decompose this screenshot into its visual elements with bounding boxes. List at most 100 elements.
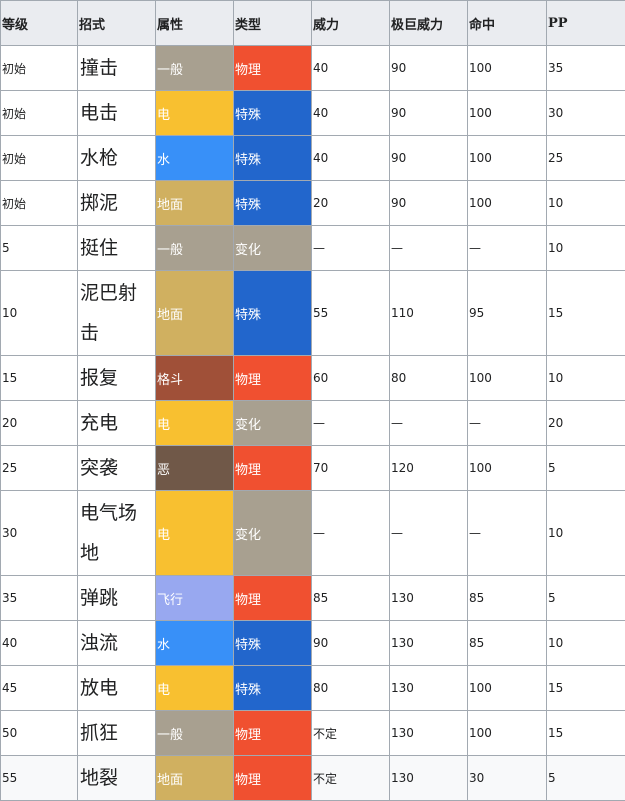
move-name-cell[interactable]: 掷泥 [77,180,156,226]
level-cell: 50 [0,710,78,756]
type-cell: 水 [155,620,234,666]
power-cell: 90 [311,620,390,666]
accuracy-cell: 100 [467,45,547,91]
power-cell: 70 [311,445,390,491]
accuracy-cell: 100 [467,180,547,226]
level-cell: 5 [0,225,78,271]
move-name-cell[interactable]: 充电 [77,400,156,446]
power-cell: 40 [311,135,390,181]
pp-cell: 15 [546,665,625,711]
pp-cell: 5 [546,445,625,491]
level-cell: 10 [0,270,78,356]
power-cell: 55 [311,270,390,356]
type-cell: 地面 [155,180,234,226]
accuracy-cell: 100 [467,90,547,136]
power-cell: 60 [311,355,390,401]
type-cell: 一般 [155,45,234,91]
accuracy-cell: 95 [467,270,547,356]
level-cell: 55 [0,755,78,801]
header-move: 招式 [77,0,156,46]
accuracy-cell: — [467,490,547,576]
move-name-cell[interactable]: 泥巴射击 [77,270,156,356]
accuracy-cell: 100 [467,135,547,181]
power-cell: 85 [311,575,390,621]
move-name-cell[interactable]: 放电 [77,665,156,711]
category-cell: 特殊 [233,180,312,226]
max-power-cell: 130 [389,620,468,666]
pp-cell: 35 [546,45,625,91]
max-power-cell: 130 [389,710,468,756]
category-cell: 物理 [233,755,312,801]
header-max-power: 极巨威力 [389,0,468,46]
header-power: 威力 [311,0,390,46]
table-row: 50 抓狂 一般 物理 不定 130 100 15 [0,710,625,756]
pp-cell: 25 [546,135,625,181]
pp-cell: 15 [546,270,625,356]
power-cell: — [311,225,390,271]
power-cell: 80 [311,665,390,711]
power-cell: — [311,490,390,576]
category-cell: 特殊 [233,90,312,136]
level-cell: 35 [0,575,78,621]
table-row: 45 放电电特殊 80 130 100 15 [0,665,625,711]
table-row: 初始 电击电特殊 40 90 100 30 [0,90,625,136]
pp-cell: 30 [546,90,625,136]
type-cell: 格斗 [155,355,234,401]
table-row: 20 充电电变化 — — —20 [0,400,625,446]
level-cell: 30 [0,490,78,576]
move-name-cell[interactable]: 撞击 [77,45,156,91]
header-level: 等级 [0,0,78,46]
header-row: 等级 招式 属性 类型 威力 极巨威力 命中 PP [0,0,625,46]
power-cell: 40 [311,45,390,91]
move-name-cell[interactable]: 浊流 [77,620,156,666]
category-cell: 变化 [233,490,312,576]
pp-cell: 10 [546,225,625,271]
max-power-cell: 90 [389,135,468,181]
type-cell: 电 [155,400,234,446]
max-power-cell: 130 [389,665,468,711]
type-cell: 电 [155,665,234,711]
table-row: 35 弹跳 飞行 物理 85 130 85 5 [0,575,625,621]
max-power-cell: 80 [389,355,468,401]
max-power-cell: 90 [389,180,468,226]
move-name-cell[interactable]: 电气场地 [77,490,156,576]
type-cell: 地面 [155,755,234,801]
accuracy-cell: 100 [467,445,547,491]
move-name-cell[interactable]: 抓狂 [77,710,156,756]
accuracy-cell: 85 [467,575,547,621]
move-name-cell[interactable]: 弹跳 [77,575,156,621]
pp-cell: 10 [546,355,625,401]
table-row: 55 地裂 地面 物理 不定 130 30 5 [0,755,625,801]
accuracy-cell: 100 [467,710,547,756]
power-cell: 不定 [311,755,390,801]
move-name-cell[interactable]: 地裂 [77,755,156,801]
type-cell: 一般 [155,225,234,271]
move-name-cell[interactable]: 挺住 [77,225,156,271]
level-cell: 初始 [0,180,78,226]
table-row: 15 报复 格斗 物理 60 80 100 10 [0,355,625,401]
level-cell: 40 [0,620,78,666]
pp-cell: 10 [546,490,625,576]
pp-cell: 15 [546,710,625,756]
level-cell: 25 [0,445,78,491]
move-name-cell[interactable]: 突袭 [77,445,156,491]
accuracy-cell: 100 [467,665,547,711]
category-cell: 物理 [233,575,312,621]
category-cell: 物理 [233,45,312,91]
move-name-cell[interactable]: 水枪 [77,135,156,181]
category-cell: 物理 [233,445,312,491]
category-cell: 变化 [233,225,312,271]
move-name-cell[interactable]: 电击 [77,90,156,136]
power-cell: 不定 [311,710,390,756]
max-power-cell: 130 [389,755,468,801]
accuracy-cell: 100 [467,355,547,401]
level-cell: 初始 [0,45,78,91]
power-cell: — [311,400,390,446]
table-row: 10 泥巴射击 地面 特殊 55 110 95 15 [0,270,625,356]
power-cell: 40 [311,90,390,136]
pp-cell: 10 [546,620,625,666]
max-power-cell: 130 [389,575,468,621]
move-name-cell[interactable]: 报复 [77,355,156,401]
power-cell: 20 [311,180,390,226]
